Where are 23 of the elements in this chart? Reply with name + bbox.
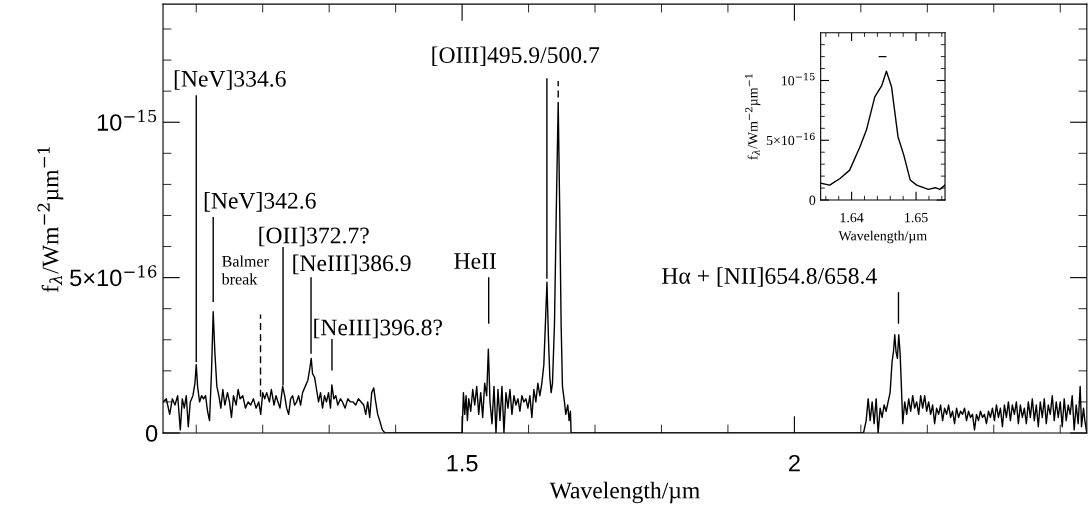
x-tick-label: 1.64: [840, 212, 864, 223]
y-tick-label: 0: [809, 195, 816, 205]
annotation: [NeIII]396.8?: [314, 318, 442, 339]
x-tick-label: 1.5: [447, 455, 478, 472]
x-tick-label: 1.65: [905, 212, 928, 223]
y-tick-label: 5×10$^{−16}$: [70, 265, 157, 287]
annotation: [OIII]495.9/500.7: [432, 46, 600, 66]
x-axis-title: Wavelength/µm: [838, 230, 927, 244]
y-tick-label: 5×10$^{−16}$: [766, 132, 815, 146]
x-axis-title: Wavelength/µm: [549, 481, 700, 504]
annotation: [NeV]342.6: [204, 192, 316, 212]
annotation: [OII]372.7?: [259, 226, 369, 247]
annotation: Hα + [NII]654.8/658.4: [662, 267, 877, 287]
y-axis-title: f$_{λ}$/Wm$^{−2}$µm$^{−1}$: [37, 147, 64, 293]
annotation: Balmer break: [221, 255, 269, 285]
y-tick-label: 10$^{−15}$: [782, 72, 815, 86]
x-tick-label: 2: [789, 454, 800, 472]
annotation: [NeV]334.6: [174, 70, 286, 90]
y-axis-title: f$_{λ}$/Wm$^{−2}$µm$^{−1}$: [745, 74, 761, 160]
y-tick-label: 10$^{−15}$: [97, 109, 157, 131]
y-tick-label: 0: [145, 425, 158, 442]
annotation: HeII: [454, 253, 496, 269]
annotation: [NeIII]386.9: [293, 254, 411, 275]
